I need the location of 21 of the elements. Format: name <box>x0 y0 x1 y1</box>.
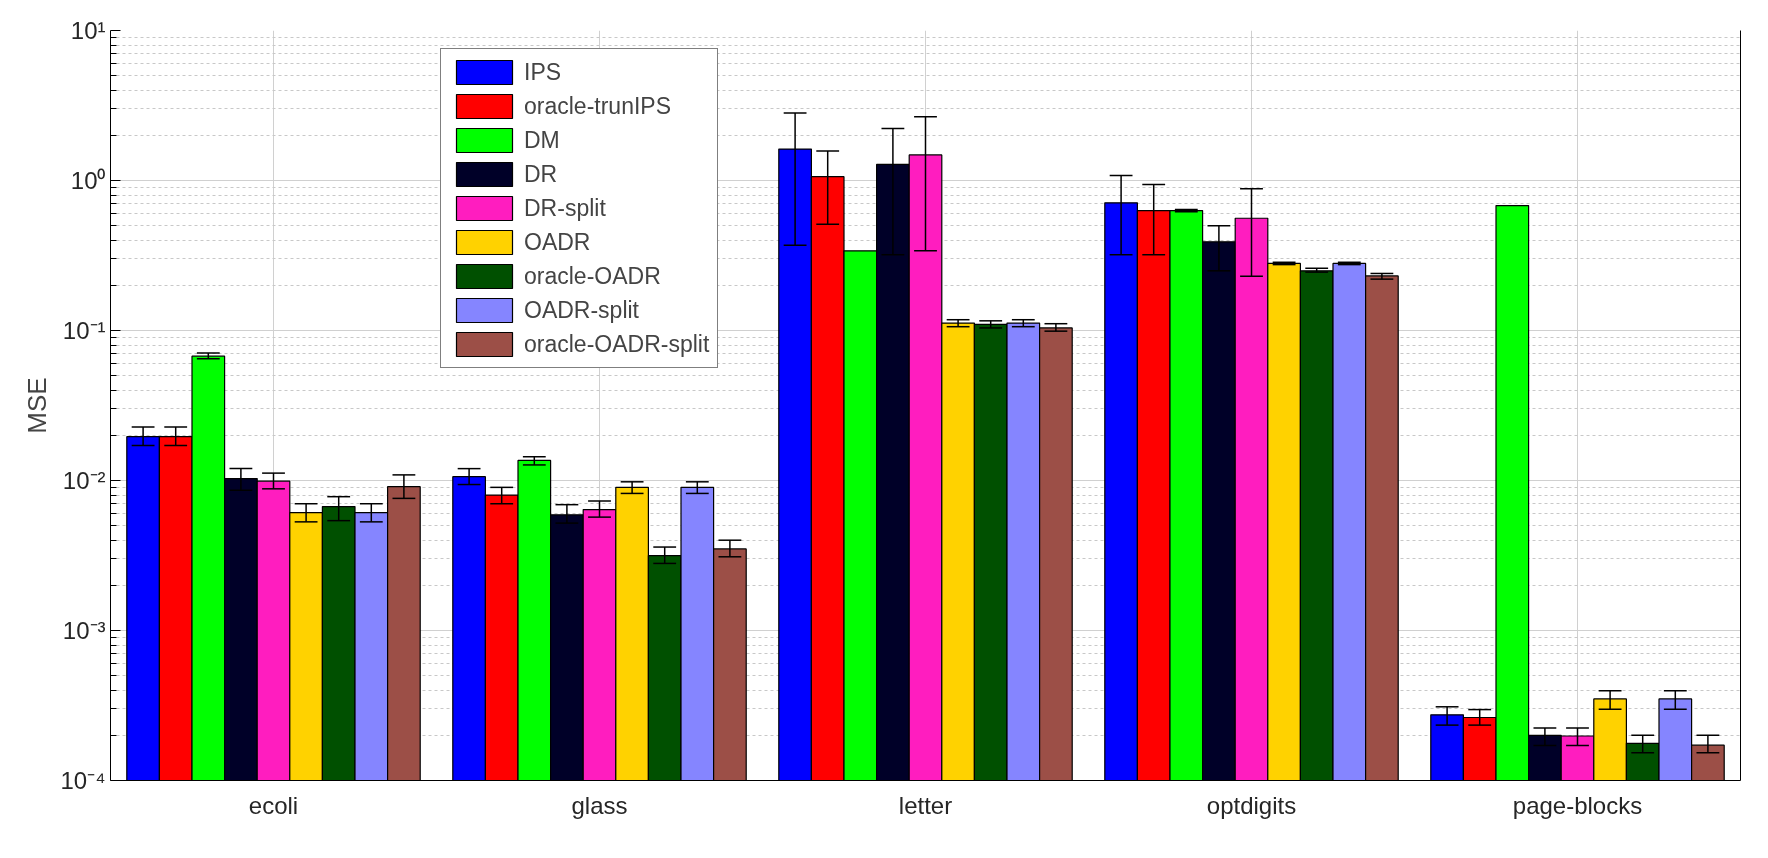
y-axis-title: MSE <box>22 377 53 434</box>
y-tick-label: 10⁻⁴ <box>60 767 106 794</box>
y-tick-label: 10⁻³ <box>62 617 106 644</box>
x-tick-label: optdigits <box>1206 791 1297 819</box>
y-tick-label: 10¹ <box>70 17 106 44</box>
x-tick-label: page-blocks <box>1512 791 1643 819</box>
legend-label: OADR-split <box>524 295 640 325</box>
y-tick-label: 10⁻² <box>62 467 106 494</box>
x-tick-label: letter <box>898 791 953 819</box>
y-tick-label: 10⁰ <box>70 167 106 194</box>
y-tick-label: 10⁻¹ <box>62 317 106 344</box>
legend-label: DR-split <box>524 193 606 223</box>
legend-label: oracle-OADR <box>524 261 661 291</box>
x-tick-label: ecoli <box>248 791 299 819</box>
x-tick-label: glass <box>571 791 628 819</box>
legend-label: oracle-OADR-split <box>524 329 710 359</box>
legend-label: DM <box>524 125 560 155</box>
legend-label: OADR <box>524 227 591 257</box>
legend-label: IPS <box>524 57 562 87</box>
legend-label: DR <box>524 159 558 189</box>
legend-label: oracle-trunIPS <box>524 91 672 121</box>
